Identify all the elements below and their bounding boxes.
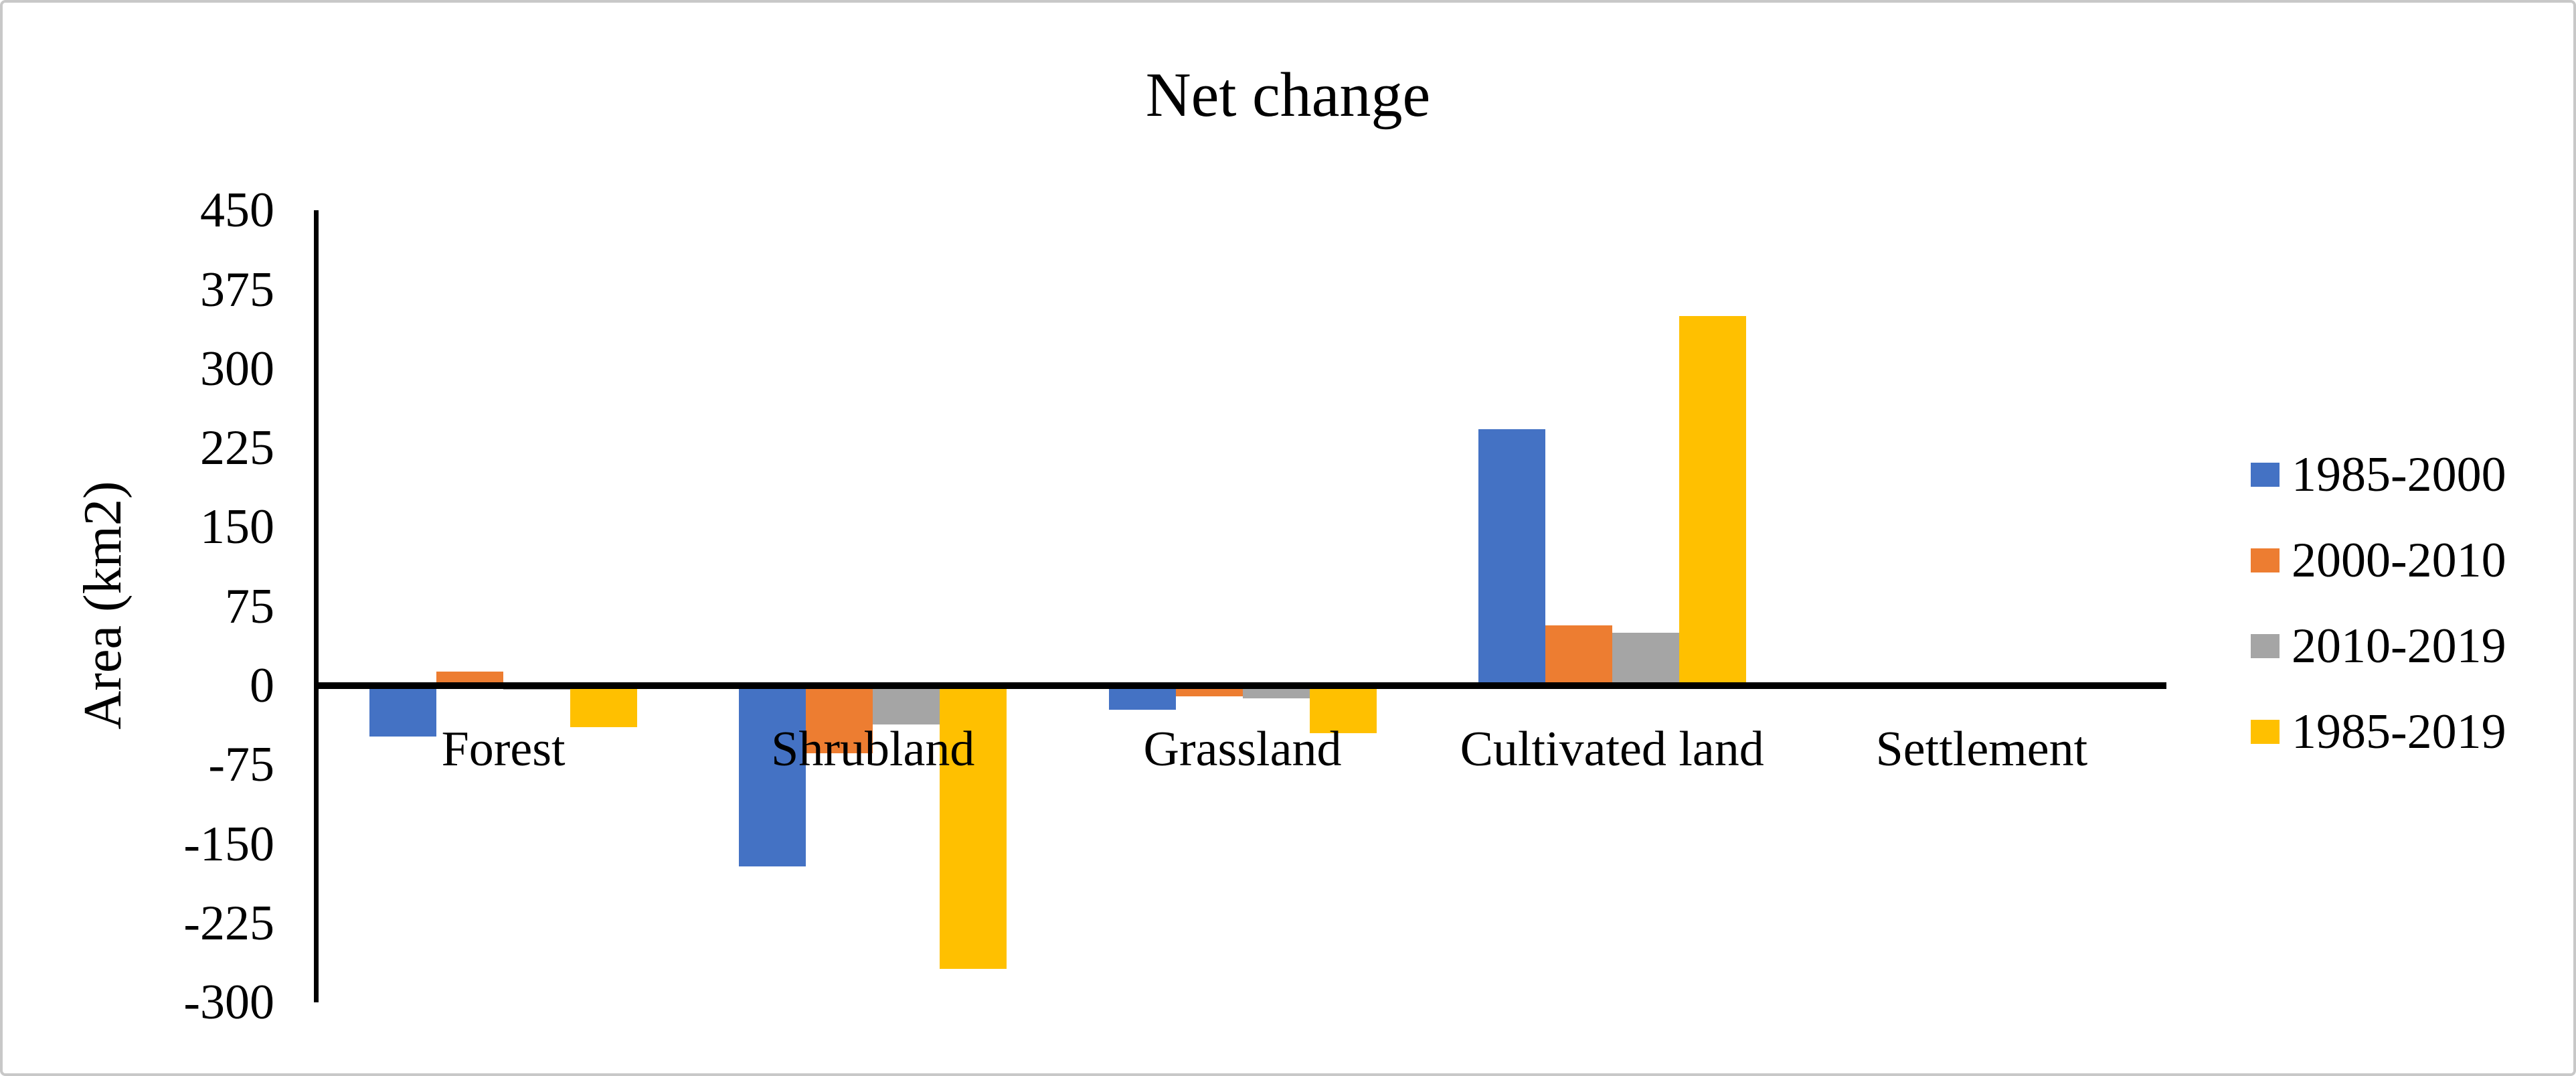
- legend-label-1985-2019: 1985-2019: [2292, 704, 2506, 759]
- bar-shrubland-2000-2010: [806, 686, 873, 753]
- legend-swatch-2000-2010: [2251, 548, 2280, 572]
- bar-forest-2000-2010: [436, 672, 504, 686]
- y-tick-label-450: 450: [200, 183, 274, 238]
- bar-cultivated-land-1985-2019: [1679, 315, 1746, 686]
- legend-swatch-2010-2019: [2251, 634, 2280, 658]
- legend-swatch-1985-2000: [2251, 463, 2280, 487]
- category-label-forest: Forest: [441, 722, 566, 777]
- bar-shrubland-1985-2019: [940, 686, 1007, 969]
- y-axis-line: [314, 210, 319, 1003]
- y-tick-label--300: -300: [183, 975, 274, 1030]
- category-label-shrubland: Shrubland: [771, 722, 975, 777]
- y-tick-label-75: 75: [225, 579, 274, 634]
- zero-axis-line: [314, 682, 2166, 689]
- y-tick-label--150: -150: [183, 816, 274, 872]
- y-tick-label-375: 375: [200, 262, 274, 317]
- bar-cultivated-land-1985-2000: [1478, 429, 1545, 686]
- y-tick-label-225: 225: [200, 420, 274, 476]
- bar-forest-1985-2000: [369, 686, 437, 737]
- legend-label-1985-2000: 1985-2000: [2292, 447, 2506, 502]
- bar-shrubland-1985-2000: [739, 686, 806, 866]
- chart-title: Net change: [1145, 60, 1431, 130]
- y-tick-label-0: 0: [250, 658, 274, 713]
- bar-grassland-1985-2000: [1108, 686, 1176, 710]
- bar-forest-1985-2019: [570, 686, 638, 727]
- bar-grassland-1985-2019: [1309, 686, 1377, 733]
- category-label-settlement: Settlement: [1875, 722, 2088, 777]
- y-tick-label--75: -75: [208, 737, 274, 793]
- category-label-grassland: Grassland: [1143, 722, 1342, 777]
- y-tick-label--225: -225: [183, 895, 274, 951]
- legend-label-2010-2019: 2010-2019: [2292, 619, 2506, 674]
- bar-cultivated-land-2000-2010: [1545, 625, 1612, 686]
- legend-swatch-1985-2019: [2251, 720, 2280, 744]
- y-tick-label-300: 300: [200, 341, 274, 396]
- bar-cultivated-land-2010-2019: [1612, 633, 1679, 686]
- legend-label-2000-2010: 2000-2010: [2292, 533, 2506, 588]
- category-label-cultivated-land: Cultivated land: [1460, 722, 1764, 777]
- y-tick-label-150: 150: [200, 499, 274, 555]
- bar-shrubland-2010-2019: [873, 686, 940, 725]
